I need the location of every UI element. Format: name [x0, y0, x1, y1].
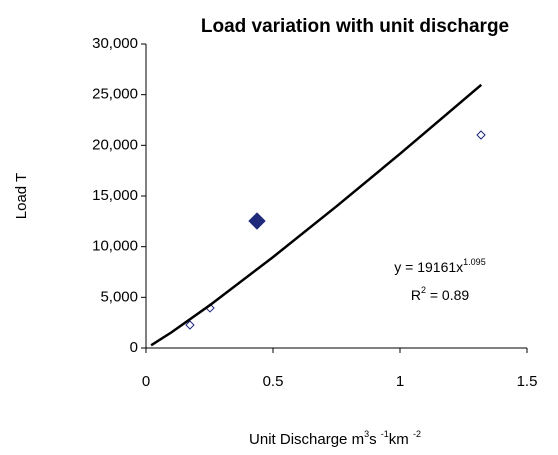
text-part: s — [369, 431, 381, 448]
text-part: y = 19161x — [394, 259, 463, 275]
x-tick-label: 1.5 — [517, 373, 538, 390]
chart-title: Load variation with unit discharge — [201, 16, 509, 37]
point — [185, 320, 195, 330]
trend-line — [150, 83, 483, 347]
x-axis-label: Unit Discharge m3s -1km -2 — [249, 429, 421, 448]
text-part: km — [389, 431, 413, 448]
text-part: Unit Discharge m — [249, 431, 364, 448]
point — [476, 130, 486, 140]
y-tick-label: 0 — [130, 339, 138, 356]
text-part: = 0.89 — [426, 287, 469, 303]
point — [248, 212, 266, 230]
y-tick-label: 5,000 — [100, 288, 138, 305]
y-axis-label: Load T — [13, 173, 30, 219]
x-tick-label: 0 — [142, 373, 150, 390]
superscript: 3 — [364, 429, 369, 439]
y-tick-label: 10,000 — [92, 238, 138, 255]
r-squared: R2 = 0.89 — [411, 285, 470, 302]
x-tick-label: 0.5 — [263, 373, 284, 390]
x-tick-label: 1 — [396, 373, 404, 390]
superscript: 2 — [421, 285, 426, 295]
superscript: 1.095 — [463, 257, 486, 267]
text-part: R — [411, 287, 421, 303]
y-tick-label: 30,000 — [92, 35, 138, 52]
y-tick-label: 25,000 — [92, 86, 138, 103]
superscript: -2 — [413, 429, 421, 439]
superscript: -1 — [381, 429, 389, 439]
equation: y = 19161x1.095 — [394, 257, 485, 274]
y-tick-label: 20,000 — [92, 136, 138, 153]
y-tick-label: 15,000 — [92, 187, 138, 204]
